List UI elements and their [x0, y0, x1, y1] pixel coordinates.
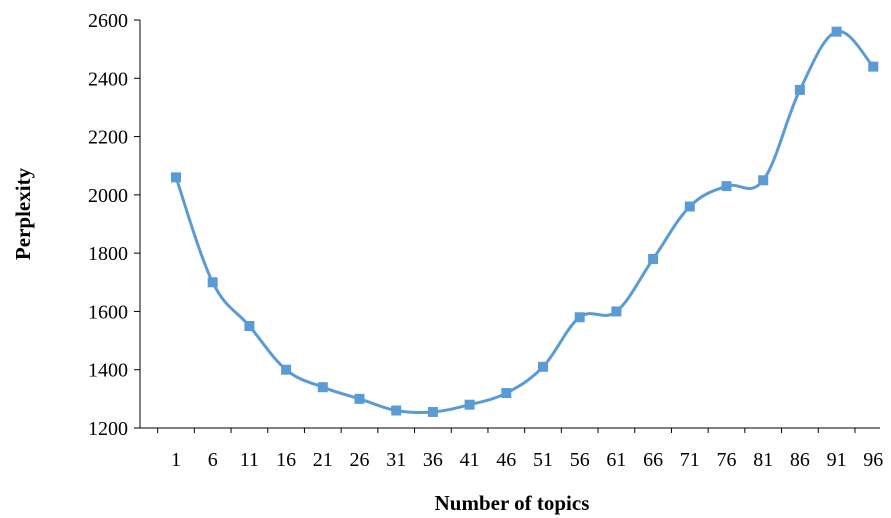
- y-axis-title: Perplexity: [11, 167, 35, 260]
- data-point: [391, 405, 402, 416]
- x-tick-label: 81: [753, 449, 773, 471]
- y-tick-label: 2200: [88, 127, 128, 149]
- data-point: [317, 382, 328, 393]
- data-point: [281, 364, 292, 375]
- data-point: [758, 175, 769, 186]
- x-tick-label: 96: [863, 449, 883, 471]
- data-point: [207, 277, 218, 288]
- x-axis-title: Number of topics: [435, 491, 590, 515]
- x-tick-label: 21: [313, 449, 333, 471]
- x-tick-label: 61: [606, 449, 626, 471]
- y-tick-label: 2400: [88, 68, 128, 90]
- x-tick-label: 1: [171, 449, 181, 471]
- data-point: [244, 321, 255, 331]
- x-tick-label: 6: [208, 449, 218, 471]
- data-point: [538, 361, 548, 372]
- data-point: [684, 201, 695, 212]
- data-point: [354, 393, 365, 404]
- x-tick-label: 51: [533, 449, 553, 471]
- data-point: [501, 388, 512, 399]
- data-point: [831, 26, 842, 37]
- series-line: [174, 30, 875, 415]
- x-tick-label: 56: [570, 449, 590, 471]
- y-axis: 1200 1400 1600 1800 2000 2200 2400 2600: [88, 10, 141, 440]
- data-point: [648, 253, 659, 264]
- x-tick-label: 86: [790, 449, 810, 471]
- data-point: [574, 312, 585, 323]
- x-tick-label: 66: [643, 449, 663, 471]
- data-point: [868, 61, 879, 72]
- y-tick-label: 2000: [88, 185, 128, 207]
- x-tick-label: 76: [717, 449, 737, 471]
- x-tick-label: 16: [276, 449, 296, 471]
- x-axis-ticks: 1 6 11 16 21 26 31 36 41 46 51 56 61 66 71 76 81 86 91 96: [157, 428, 883, 471]
- x-axis: 1 6 11 16 21 26 31 36 41 46 51 56 61 66 71 76 81 86 91 96: [140, 427, 883, 471]
- y-tick-label: 1400: [88, 360, 128, 382]
- x-tick-label: 91: [827, 449, 847, 471]
- y-tick-label: 1800: [88, 243, 128, 265]
- x-tick-label: 31: [386, 449, 406, 471]
- x-tick-label: 41: [460, 449, 480, 471]
- y-tick-label: 1600: [88, 301, 128, 323]
- data-point: [427, 406, 438, 417]
- x-tick-label: 36: [423, 449, 443, 471]
- x-tick-label: 46: [496, 449, 516, 471]
- x-tick-label: 71: [680, 449, 700, 471]
- data-point: [794, 84, 805, 95]
- y-axis-ticks: 1200 1400 1600 1800 2000 2200 2400 2600: [88, 10, 140, 440]
- data-point: [611, 306, 622, 317]
- y-tick-label: 1200: [88, 418, 128, 440]
- x-tick-label: 11: [240, 449, 259, 471]
- data-point: [721, 181, 732, 192]
- series-layer: [171, 26, 879, 417]
- x-tick-label: 26: [350, 449, 370, 471]
- data-point: [171, 172, 181, 183]
- y-tick-label: 2600: [88, 10, 128, 32]
- data-point: [464, 399, 475, 410]
